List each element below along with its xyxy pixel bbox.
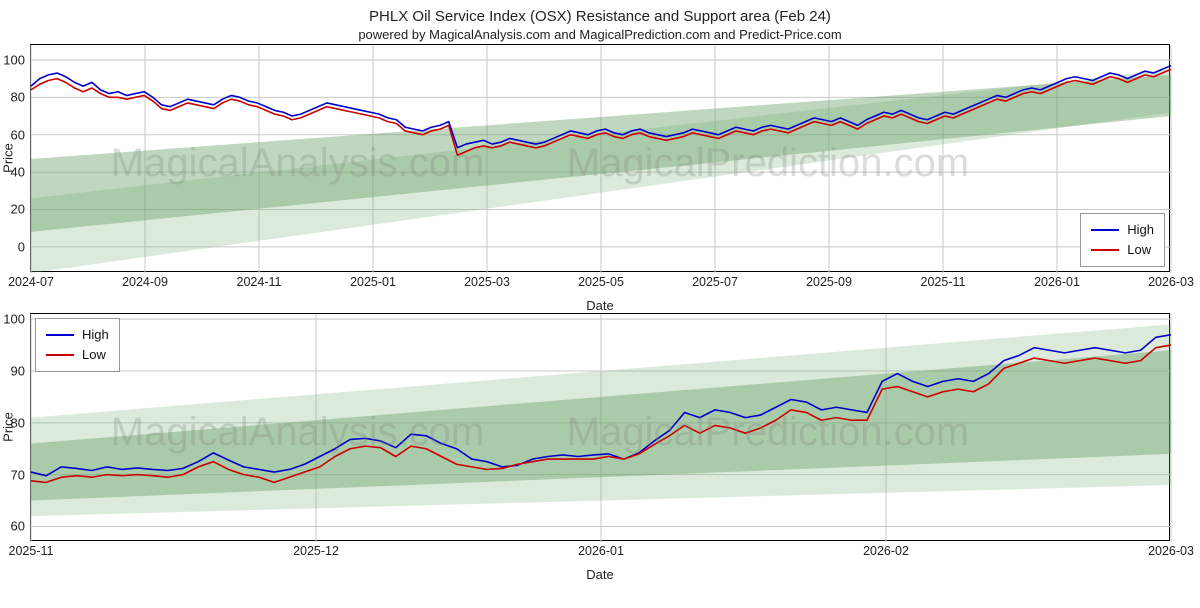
ytick-label-40: 40: [11, 165, 31, 180]
top-chart-svg: [31, 45, 1171, 273]
top-chart-plot-area[interactable]: Price MagicalAnalysis.com MagicalPredict…: [30, 44, 1170, 272]
top-chart-xlabel: Date: [30, 298, 1170, 313]
xtick-label-2025-11: 2025-11: [921, 271, 966, 289]
legend-label-high: High: [1127, 220, 1154, 240]
legend-label-low-2: Low: [82, 345, 106, 365]
xtick-label-2025-01: 2025-01: [350, 271, 396, 289]
xtick-label-2025-07: 2025-07: [692, 271, 738, 289]
xtick-label-2025-09: 2025-09: [806, 271, 852, 289]
xtick-label-2025-11: 2025-11: [9, 540, 54, 558]
ytick-label-0: 0: [18, 239, 31, 254]
xtick-label-2025-03: 2025-03: [464, 271, 510, 289]
xtick-label-2024-09: 2024-09: [122, 271, 168, 289]
top-chart: Price MagicalAnalysis.com MagicalPredict…: [30, 44, 1170, 313]
xtick-label-2026-03: 2026-03: [1148, 540, 1194, 558]
ytick-label-100: 100: [3, 52, 31, 67]
xtick-label-2026-01: 2026-01: [1034, 271, 1080, 289]
bottom-chart-plot-area[interactable]: Price MagicalAnalysis.com MagicalPredict…: [30, 313, 1170, 541]
bottom-chart-xlabel: Date: [30, 567, 1170, 582]
legend-swatch-high: [1091, 229, 1119, 231]
bottom-chart-svg: [31, 314, 1171, 542]
ytick-label-70: 70: [11, 467, 31, 482]
xtick-label-2026-01: 2026-01: [578, 540, 624, 558]
legend-swatch-high-2: [46, 334, 74, 336]
chart-container: PHLX Oil Service Index (OSX) Resistance …: [0, 8, 1200, 582]
xtick-label-2026-02: 2026-02: [863, 540, 909, 558]
xtick-label-2026-03: 2026-03: [1148, 271, 1194, 289]
xtick-label-2024-11: 2024-11: [237, 271, 282, 289]
legend-label-high-2: High: [82, 325, 109, 345]
ytick-label-60: 60: [11, 519, 31, 534]
ytick-label-80: 80: [11, 90, 31, 105]
xtick-label-2025-05: 2025-05: [578, 271, 624, 289]
ytick-label-60: 60: [11, 127, 31, 142]
ytick-label-90: 90: [11, 364, 31, 379]
ytick-label-80: 80: [11, 415, 31, 430]
xtick-label-2025-12: 2025-12: [293, 540, 339, 558]
xtick-label-2024-07: 2024-07: [8, 271, 54, 289]
legend-swatch-low: [1091, 249, 1119, 251]
chart-subtitle: powered by MagicalAnalysis.com and Magic…: [0, 27, 1200, 42]
bottom-chart: Price MagicalAnalysis.com MagicalPredict…: [30, 313, 1170, 582]
ytick-label-20: 20: [11, 202, 31, 217]
legend-label-low: Low: [1127, 240, 1151, 260]
legend-swatch-low-2: [46, 354, 74, 356]
chart-title: PHLX Oil Service Index (OSX) Resistance …: [0, 8, 1200, 25]
top-chart-legend[interactable]: High Low: [1080, 213, 1165, 267]
bottom-chart-legend[interactable]: High Low: [35, 318, 120, 372]
ytick-label-100: 100: [3, 312, 31, 327]
